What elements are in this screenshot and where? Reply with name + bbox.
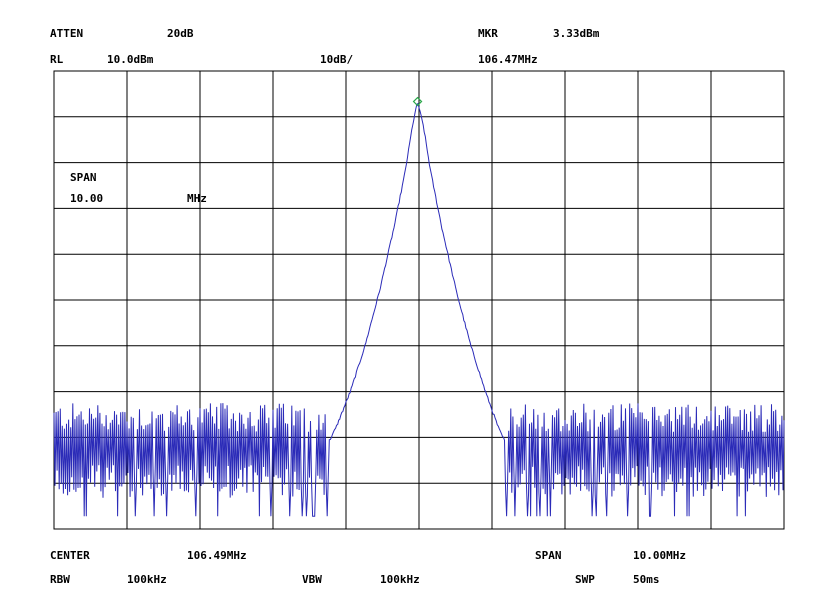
span-label: SPAN (535, 549, 562, 562)
marker-label: MKR (478, 27, 498, 40)
atten-label: ATTEN (50, 27, 84, 40)
marker-frequency: 106.47MHz (478, 53, 538, 66)
vbw-label: VBW (302, 573, 322, 586)
rl-label: RL (50, 53, 64, 66)
center-value: 106.49MHz (187, 549, 247, 562)
rl-value: 10.0dBm (107, 53, 154, 66)
spectrum-trace (53, 102, 785, 517)
trace-layer (53, 102, 785, 517)
scale-value: 10dB/ (320, 53, 354, 66)
overlay-span-label: SPAN (70, 171, 97, 184)
rbw-label: RBW (50, 573, 70, 586)
marker-amplitude: 3.33dBm (553, 27, 600, 40)
rbw-value: 100kHz (127, 573, 167, 586)
swp-value: 50ms (633, 573, 660, 586)
overlay-span-unit: MHz (187, 192, 207, 205)
vbw-value: 100kHz (380, 573, 420, 586)
swp-label: SWP (575, 573, 595, 586)
marker-diamond-icon (412, 96, 423, 107)
overlay-span-value: 10.00 (70, 192, 104, 205)
marker-layer (412, 96, 423, 107)
center-label: CENTER (50, 549, 90, 562)
atten-value: 20dB (167, 27, 194, 40)
plot-grid (53, 70, 785, 530)
span-value: 10.00MHz (633, 549, 686, 562)
